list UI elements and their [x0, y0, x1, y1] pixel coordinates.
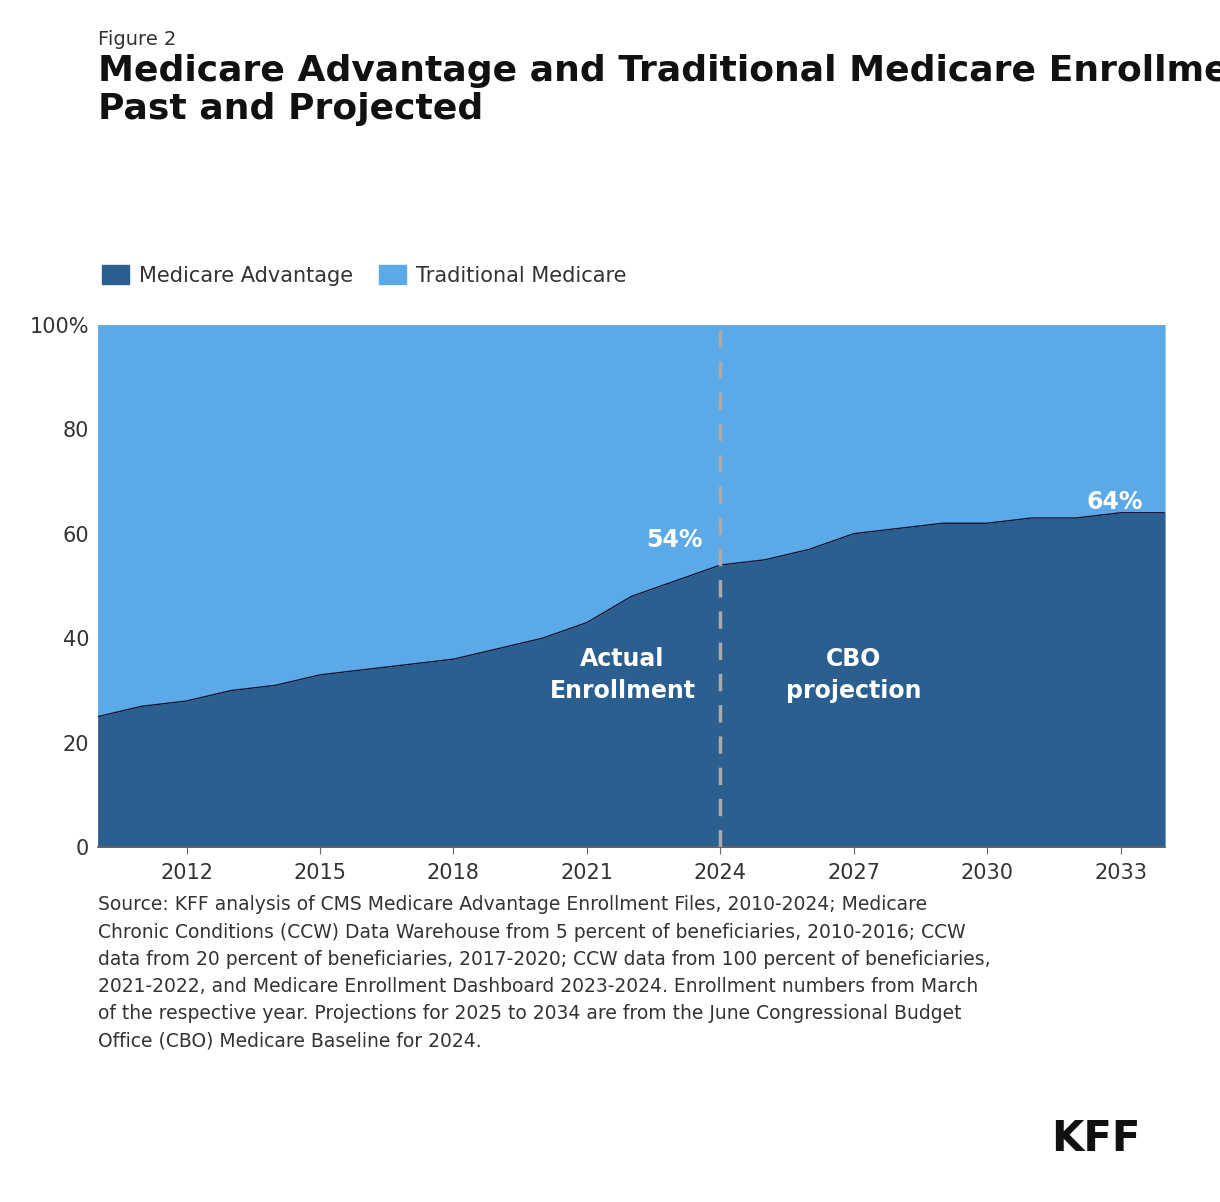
Text: KFF: KFF: [1052, 1118, 1141, 1160]
Text: Actual
Enrollment: Actual Enrollment: [549, 647, 695, 703]
Legend: Medicare Advantage, Traditional Medicare: Medicare Advantage, Traditional Medicare: [102, 266, 627, 286]
Text: 64%: 64%: [1086, 490, 1143, 514]
Text: Figure 2: Figure 2: [98, 30, 176, 49]
Text: Source: KFF analysis of CMS Medicare Advantage Enrollment Files, 2010-2024; Medi: Source: KFF analysis of CMS Medicare Adv…: [98, 895, 991, 1051]
Text: CBO
projection: CBO projection: [786, 647, 921, 703]
Text: 54%: 54%: [647, 528, 703, 552]
Text: Medicare Advantage and Traditional Medicare Enrollment,
Past and Projected: Medicare Advantage and Traditional Medic…: [98, 54, 1220, 126]
